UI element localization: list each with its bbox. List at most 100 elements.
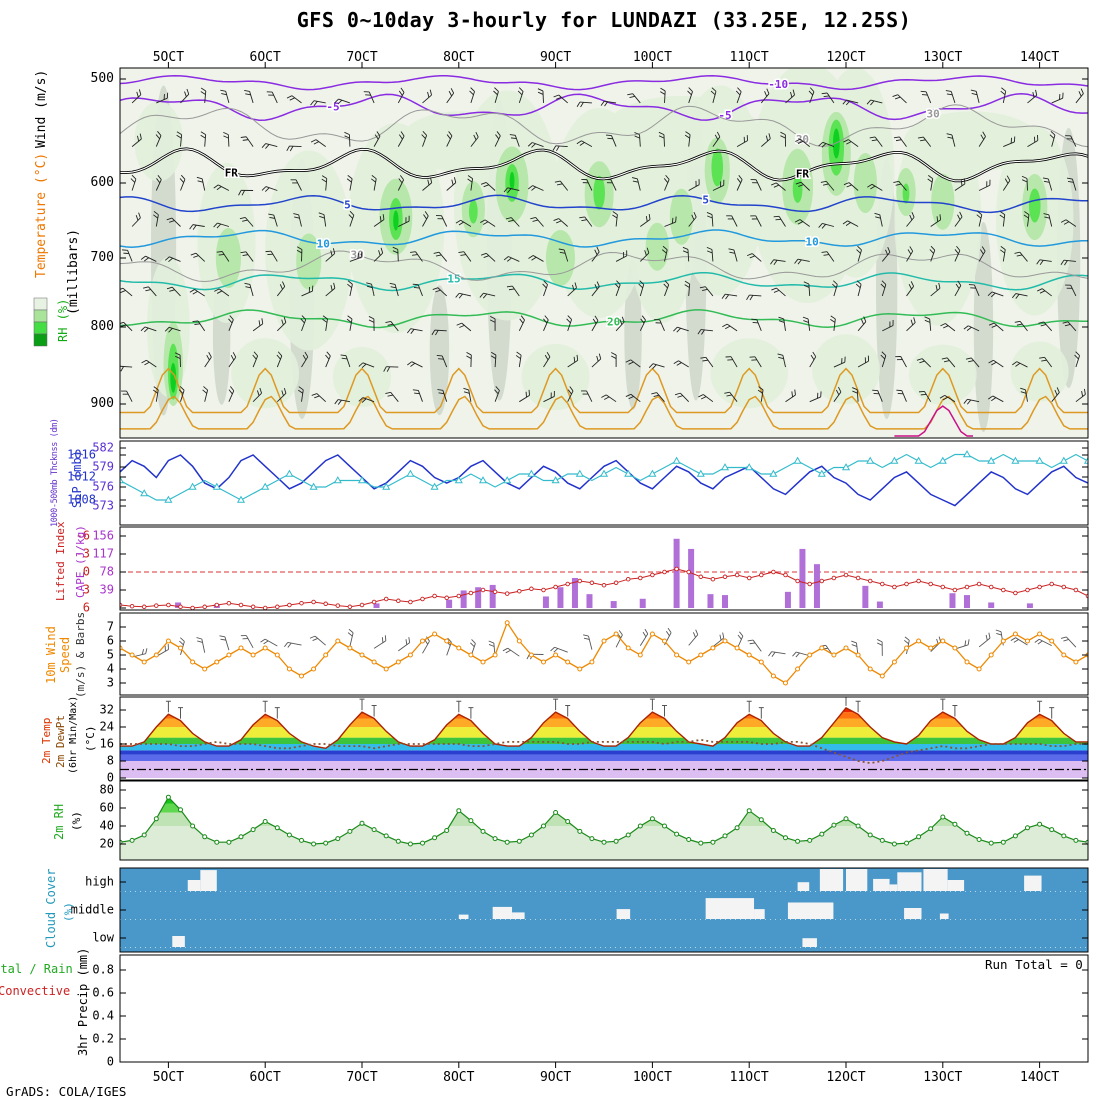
axis-label-degc: (°C)	[84, 725, 97, 753]
axis-tick-label: 0.6	[92, 985, 114, 1000]
day-label-bottom: 11OCT	[729, 1070, 769, 1085]
chart-title: GFS 0~10day 3-hourly for LUNDAZI (33.25E…	[296, 8, 912, 32]
axis-tick-label: -6	[75, 528, 90, 543]
contour-label: 10	[317, 237, 330, 250]
axis-tick-label: 20	[99, 836, 114, 851]
contour-label: 10	[805, 235, 818, 248]
axis-tick-label: 700	[90, 250, 114, 266]
contour-label: FR	[796, 168, 810, 181]
rh-colorbar-cell	[33, 333, 48, 347]
cape-bar	[722, 595, 728, 608]
axis-tick-label: 500	[90, 71, 114, 87]
axis-tick-label: 573	[92, 498, 114, 513]
cape-bar	[813, 564, 820, 608]
cape-bar	[862, 585, 869, 608]
cloud-patch-high	[923, 869, 948, 891]
contour-label: 5	[702, 194, 709, 207]
axis-tick-label: 1008	[67, 492, 96, 507]
cape-bar	[460, 590, 467, 608]
axis-tick-label: 40	[99, 818, 114, 833]
contour-label: FR	[225, 166, 239, 179]
cloud-patch-high	[200, 870, 217, 891]
day-label-bottom: 14OCT	[1020, 1070, 1060, 1085]
axis-label-2m-rh-units: (%)	[70, 811, 83, 831]
day-label-top: 14OCT	[1020, 50, 1060, 65]
axis-label-wind: Wind (m/s)	[34, 69, 49, 148]
day-label-bottom: 13OCT	[923, 1070, 963, 1085]
cape-bar	[673, 538, 680, 608]
axis-tick-label: 1012	[67, 469, 96, 484]
cloud-patch-low	[802, 938, 817, 947]
cape-bar	[557, 587, 564, 608]
panel-li-cape	[120, 538, 1088, 610]
contour-label: 5	[344, 198, 351, 211]
legend-convective: Convective	[0, 984, 71, 998]
contour-label: -5	[718, 109, 731, 122]
day-label-top: 11OCT	[729, 50, 769, 65]
axis-label-rh: RH (%)	[56, 298, 70, 342]
cloud-patch-high	[187, 880, 201, 891]
axis-label-slp: SLP (mb)	[70, 450, 84, 508]
axis-label-10m-wind-units: (m/s) & Barbs	[74, 611, 87, 698]
cape-bar	[446, 599, 453, 608]
cloud-patch-high	[819, 869, 844, 891]
day-label-top: 10OCT	[632, 50, 672, 65]
axis-label-cape: CAPE (J/kg)	[74, 525, 87, 598]
axis-tick-label: 7	[106, 619, 114, 634]
axis-tick-label: 579	[92, 459, 114, 474]
day-label-bottom: 10OCT	[632, 1070, 672, 1085]
axis-tick-label: 60	[99, 800, 114, 815]
panel-rh2m	[120, 794, 1088, 860]
axis-tick-label: -3	[75, 546, 90, 561]
axis-tick-label: 5	[106, 647, 114, 662]
rh-colorbar-cell	[33, 297, 48, 311]
cloud-patch-middle	[705, 898, 755, 919]
axis-tick-label: 600	[90, 175, 114, 191]
run-total-text: Run Total = 0	[985, 957, 1083, 972]
axis-label-minmax: (6hr Min/Max)	[68, 695, 79, 774]
axis-tick-label: 0.2	[92, 1031, 114, 1046]
axis-tick-label: 117	[92, 546, 114, 561]
day-label-top: 8OCT	[443, 50, 475, 65]
cloud-patch-middle	[512, 912, 525, 919]
axis-label-2m-dewpt: 2m DewPt	[54, 715, 67, 768]
cape-bar	[373, 603, 380, 608]
day-label-bottom: 5OCT	[152, 1070, 185, 1085]
axis-label-thickness: 1000-500mb Thcknss (dm)	[50, 418, 60, 527]
day-label-top: 5OCT	[152, 50, 185, 65]
cape-bar	[1026, 603, 1033, 608]
axis-tick-label: 156	[92, 528, 114, 543]
cape-bar	[707, 594, 714, 608]
cloud-patch-high	[873, 878, 890, 891]
axis-tick-label: 0	[106, 1054, 114, 1069]
axis-tick-label: 4	[106, 661, 114, 676]
axis-tick-label: 3	[82, 582, 90, 597]
cloud-patch-middle	[492, 906, 513, 919]
cloud-patch-middle	[904, 908, 922, 919]
cape-bar	[586, 594, 593, 608]
day-label-top: 13OCT	[923, 50, 963, 65]
cape-bar	[988, 602, 995, 608]
cape-bar	[688, 548, 695, 608]
cloud-patch-middle	[458, 914, 469, 919]
axis-tick-label: 32	[99, 702, 114, 717]
axis-tick-label: 3	[106, 675, 114, 690]
axis-label-10m-wind-speed: Speed	[58, 636, 72, 673]
axis-tick-label: 0	[106, 770, 114, 785]
cape-bar	[610, 601, 617, 608]
cloud-patch-high	[889, 884, 898, 891]
cloud-patch-middle	[939, 913, 949, 919]
day-label-bottom: 9OCT	[539, 1070, 572, 1085]
axis-label-cloud-cover: Cloud Cover	[44, 868, 58, 948]
axis-tick-label: 0	[82, 564, 90, 579]
cape-bar	[489, 584, 496, 608]
cape-bar	[876, 601, 883, 608]
legend-total-rain: Total / Rain	[0, 962, 73, 976]
grads-credit: GrADS: COLA/IGES	[6, 1084, 127, 1099]
day-label-bottom: 8OCT	[443, 1070, 475, 1085]
axis-tick-label: 78	[99, 564, 114, 579]
axis-tick-label: 576	[92, 479, 114, 494]
